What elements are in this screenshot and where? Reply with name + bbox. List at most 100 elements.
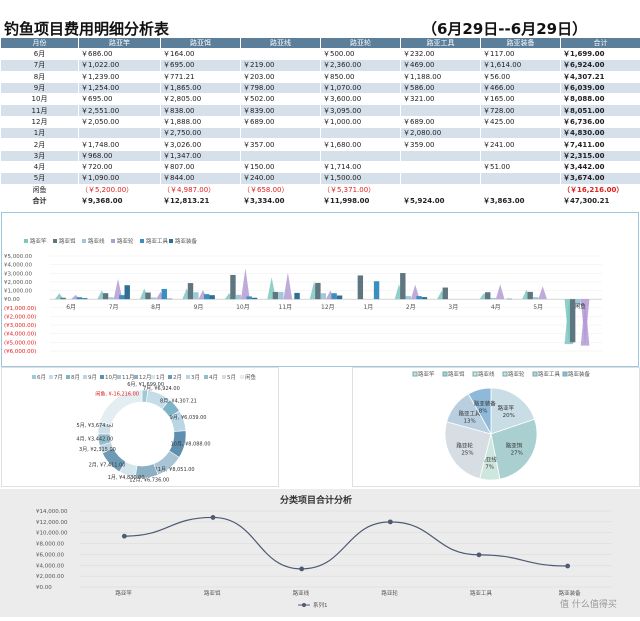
legend-swatch [222,375,226,379]
x-tick-label: 路亚线 [293,589,310,597]
bar [151,297,156,299]
table-cell: ￥3,334.00 [241,195,321,206]
table-cell: ￥11,998.00 [321,195,401,206]
data-label: 2月, ¥7,411.00 [89,462,126,468]
column-header: 路亚竿 [79,38,161,49]
y-tick-label: (¥3,000.00) [4,323,36,329]
legend-label: 路亚竿 [30,237,47,245]
table-cell [481,150,561,161]
pie-label: 路亚竿 [498,404,515,412]
table-cell: ￥6,736.00 [561,116,640,127]
table-cell: ￥2,360.00 [321,60,401,71]
bar [443,288,448,300]
bar [331,293,336,299]
x-tick-label: 闲鱼 [575,302,587,310]
table-cell: ￥7,411.00 [561,139,640,150]
expense-table: 月份路亚竿路亚饵路亚线路亚轮路亚工具路亚装备合计 6月￥686.00￥164.0… [0,37,640,207]
bar [538,286,547,299]
pie-percent: 20% [503,413,515,419]
monthly-bar-chart: 路亚竿路亚饵路亚线路亚轮路亚工具路亚装备¥5,000.00¥4,000.00¥3… [2,213,638,366]
table-cell: ￥3,442.00 [561,161,640,172]
legend-label: 路亚线 [478,370,495,378]
y-tick-label: ¥6,000.00 [36,552,64,558]
legend-label: 5月 [227,374,236,381]
row-label: 10月 [1,94,79,105]
legend-label: 闲鱼 [245,373,257,381]
x-tick-label: 9月 [194,304,204,311]
table-cell: ￥798.00 [241,82,321,93]
table-cell: ￥359.00 [401,139,481,150]
bar [533,297,538,299]
bar [527,292,532,299]
legend-swatch [533,372,537,376]
y-tick-label: ¥0.00 [4,297,20,303]
table-cell: ￥968.00 [79,150,161,161]
legend-label: 6月 [37,374,46,381]
y-tick-label: (¥4,000.00) [4,332,36,338]
table-cell: ￥728.00 [481,105,561,116]
legend-label: 路亚竿 [418,370,435,378]
legend-swatch [443,372,447,376]
table-cell: ￥844.00 [161,173,241,184]
table-cell: （￥5,371.00） [321,184,401,195]
table-cell: ￥3,863.00 [481,195,561,206]
table-cell: ￥357.00 [241,139,321,150]
x-tick-label: 路亚饵 [204,589,221,597]
legend-swatch [32,375,36,379]
data-label: 3月, ¥2,315.00 [79,447,116,453]
data-label: 7月, ¥6,924.00 [143,386,180,392]
table-cell: ￥241.00 [481,139,561,150]
bar [60,298,65,299]
pie-label: 路亚轮 [456,441,473,449]
pie-label: 路亚装备 [474,399,497,407]
table-cell: ￥203.00 [241,71,321,82]
table-cell [401,150,481,161]
row-label: 8月 [1,71,79,82]
legend-label: 路亚轮 [117,237,134,245]
row-label: 1月 [1,128,79,139]
row-label: 6月 [1,49,79,60]
row-label: 闲鱼 [1,184,79,195]
legend-label: 7月 [54,374,63,381]
pie-label: 路亚饵 [506,441,523,449]
legend-swatch [134,375,138,379]
table-cell [401,161,481,172]
table-row: 9月￥1,254.00￥1,865.00￥798.00￥1,070.00￥586… [1,82,640,93]
column-header: 路亚工具 [401,38,481,49]
table-row: 1月￥2,750.00￥2,080.00￥4,830.00 [1,128,640,139]
row-label: 4月 [1,161,79,172]
table-cell: ￥3,600.00 [321,94,401,105]
table-cell: ￥850.00 [321,71,401,82]
y-tick-label: ¥14,000.00 [36,509,68,515]
table-row: 4月￥720.00￥807.00￥150.00￥1,714.00￥51.00￥3… [1,161,640,172]
table-cell: ￥8,051.00 [561,105,640,116]
y-tick-label: ¥2,000.00 [36,574,64,580]
pie-percent: 8% [479,408,488,414]
legend-swatch [503,372,507,376]
table-cell: ￥219.00 [241,60,321,71]
legend-label: 12月 [139,374,152,381]
column-header: 路亚轮 [321,38,401,49]
bar [125,285,130,299]
legend-swatch [240,375,244,379]
table-cell [401,105,481,116]
table-cell: ￥807.00 [161,161,241,172]
table-cell: ￥2,080.00 [401,128,481,139]
table-cell: ￥2,315.00 [561,150,640,161]
table-cell: ￥1,090.00 [79,173,161,184]
y-tick-label: (¥1,000.00) [4,306,36,312]
legend-swatch [49,375,53,379]
table-cell: ￥1,888.00 [161,116,241,127]
bar [284,272,293,299]
column-header: 路亚线 [241,38,321,49]
x-tick-label: 12月 [321,304,335,311]
table-cell [321,150,401,161]
y-tick-label: (¥6,000.00) [4,349,36,355]
x-tick-label: 路亚工具 [470,589,493,597]
table-row: 12月￥2,050.00￥1,888.00￥689.00￥1,000.00￥68… [1,116,640,127]
table-cell: ￥695.00 [79,94,161,105]
bar [246,296,251,299]
legend-swatch [473,372,477,376]
